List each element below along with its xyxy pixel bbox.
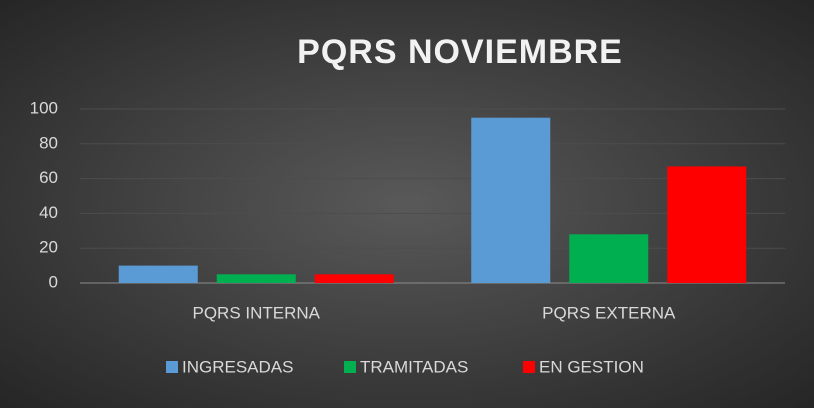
bar xyxy=(667,166,747,283)
legend-swatch xyxy=(523,361,535,373)
bar xyxy=(118,265,198,283)
legend-label: TRAMITADAS xyxy=(360,357,468,376)
y-tick-label: 80 xyxy=(39,133,58,152)
legend-label: INGRESADAS xyxy=(182,357,293,376)
bar xyxy=(471,117,551,283)
bar xyxy=(569,234,649,283)
y-tick-label: 0 xyxy=(49,272,58,291)
y-tick-label: 100 xyxy=(30,98,58,117)
bar xyxy=(216,274,296,283)
legend-swatch xyxy=(344,361,356,373)
bar xyxy=(314,274,394,283)
y-tick-label: 40 xyxy=(39,203,58,222)
legend-swatch xyxy=(166,361,178,373)
y-tick-label: 60 xyxy=(39,168,58,187)
x-tick-label: PQRS INTERNA xyxy=(192,303,320,322)
chart-title: PQRS NOVIEMBRE xyxy=(297,33,623,71)
x-tick-label: PQRS EXTERNA xyxy=(542,303,676,322)
legend-label: EN GESTION xyxy=(539,357,644,376)
y-tick-label: 20 xyxy=(39,238,58,257)
